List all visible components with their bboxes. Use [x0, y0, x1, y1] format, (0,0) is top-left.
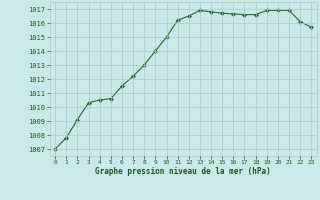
X-axis label: Graphe pression niveau de la mer (hPa): Graphe pression niveau de la mer (hPa): [95, 167, 271, 176]
